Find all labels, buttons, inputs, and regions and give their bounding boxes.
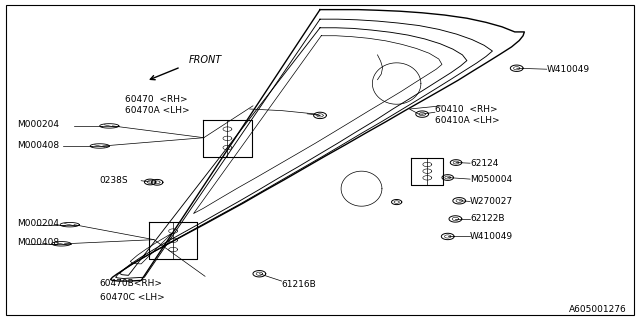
Text: 60410  <RH>: 60410 <RH> <box>435 105 497 114</box>
Text: 62122B: 62122B <box>470 214 504 223</box>
Text: M050004: M050004 <box>470 175 512 184</box>
Text: M000204: M000204 <box>17 219 59 228</box>
Text: 62124: 62124 <box>470 159 499 168</box>
Text: M000408: M000408 <box>17 238 59 247</box>
Text: 60410A <LH>: 60410A <LH> <box>435 116 500 125</box>
Text: W270027: W270027 <box>470 197 513 206</box>
Text: W410049: W410049 <box>547 65 590 74</box>
Text: A605001276: A605001276 <box>569 305 627 314</box>
Text: 60470A <LH>: 60470A <LH> <box>125 106 190 115</box>
Text: M000204: M000204 <box>17 120 59 130</box>
Text: 0238S: 0238S <box>100 176 128 185</box>
Text: W410049: W410049 <box>470 232 513 241</box>
Text: 60470  <RH>: 60470 <RH> <box>125 95 188 104</box>
Text: 60470C <LH>: 60470C <LH> <box>100 292 164 301</box>
Text: 61216B: 61216B <box>282 280 316 289</box>
Text: M000408: M000408 <box>17 141 59 150</box>
Text: FRONT: FRONT <box>189 55 222 65</box>
Text: 60470B<RH>: 60470B<RH> <box>100 279 163 288</box>
